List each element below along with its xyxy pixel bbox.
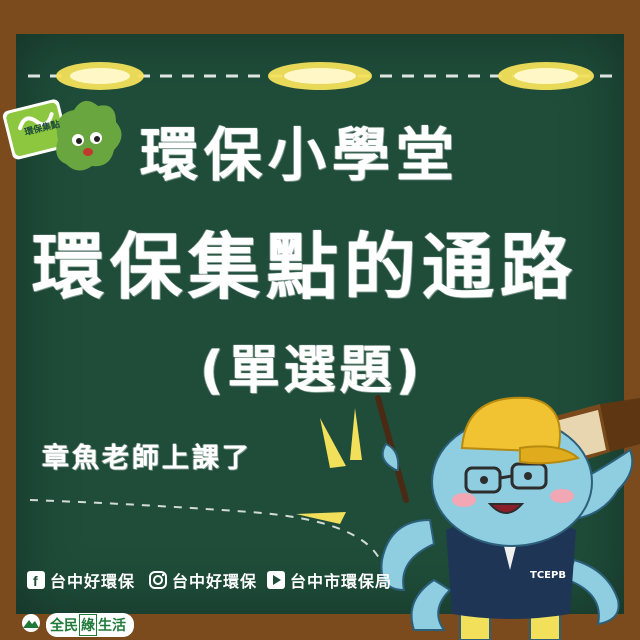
social-facebook[interactable]: f 台中好環保 — [26, 568, 135, 592]
social-instagram[interactable]: 台中好環保 — [148, 568, 257, 592]
shirt-text: TCEPB — [530, 570, 566, 581]
headline-line-3: (單選題) — [200, 341, 424, 401]
svg-text:f: f — [33, 573, 39, 589]
yellow-oval-middle — [268, 62, 372, 90]
headline-line-2: 環保集點的通路 — [32, 225, 579, 309]
facebook-icon: f — [26, 570, 46, 590]
yellow-oval-left — [56, 62, 144, 90]
subtitle: 章魚老師上課了 — [42, 443, 252, 474]
youtube-label: 台中市環保局 — [290, 572, 393, 591]
glasses — [464, 462, 548, 494]
instagram-label: 台中好環保 — [172, 572, 258, 591]
eco-badge — [2, 99, 69, 160]
youtube-icon — [266, 570, 286, 590]
yellow-oval-right — [498, 62, 594, 90]
footer-prefix: 全民 — [50, 618, 78, 634]
footer-logo: 全民 綠 生活 — [20, 613, 134, 637]
footer-highlight: 綠 — [79, 614, 97, 636]
facebook-label: 台中好環保 — [50, 572, 136, 591]
social-youtube[interactable]: 台中市環保局 — [266, 568, 392, 592]
headline-line-1: 環保小學堂 — [140, 121, 461, 189]
instagram-icon — [148, 570, 168, 590]
yellow-hat — [460, 396, 581, 465]
footer-suffix: 生活 — [98, 618, 126, 634]
leaf-mascot — [56, 100, 122, 171]
chalk-rays — [296, 408, 362, 524]
mountain-icon — [20, 614, 42, 636]
